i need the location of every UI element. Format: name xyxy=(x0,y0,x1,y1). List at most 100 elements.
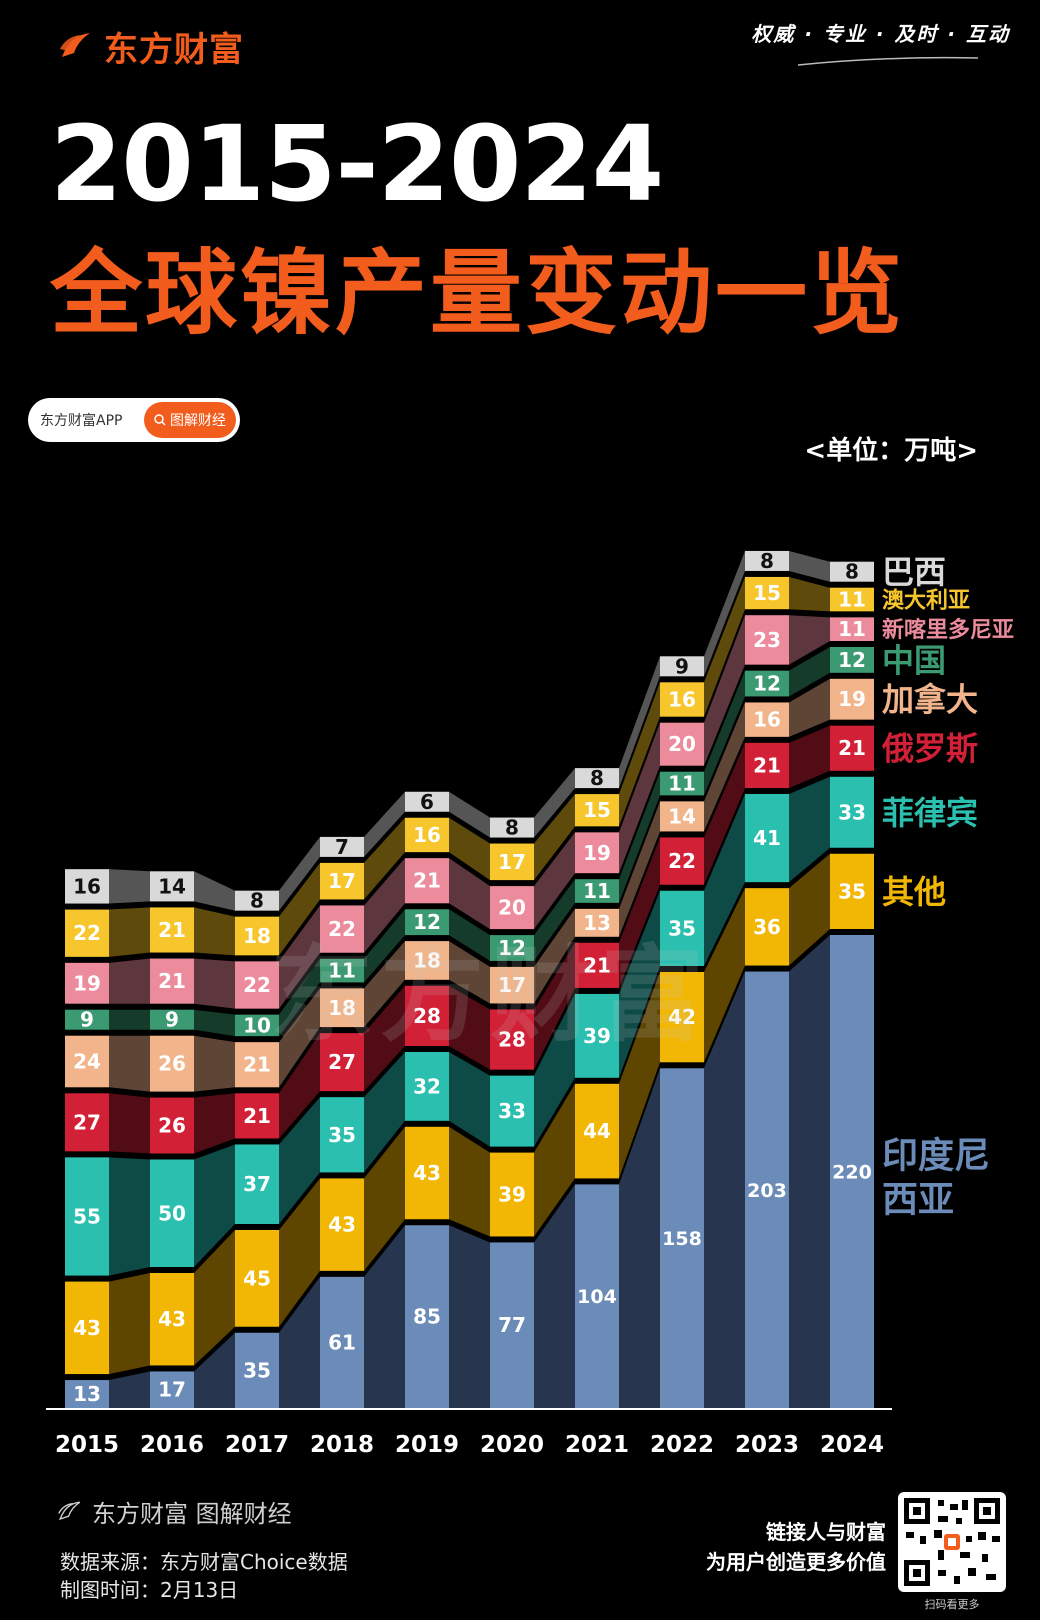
flow-band xyxy=(279,836,320,911)
data-label: 8 xyxy=(505,816,519,840)
data-label: 42 xyxy=(668,1005,696,1029)
flow-band xyxy=(704,615,745,766)
data-label: 9 xyxy=(165,1008,179,1032)
bar-segment xyxy=(150,1035,194,1092)
flow-band xyxy=(364,858,405,953)
x-tick-label: 2023 xyxy=(735,1432,799,1458)
flow-band xyxy=(449,1052,490,1147)
data-label: 158 xyxy=(662,1228,702,1250)
bar-segment xyxy=(65,1380,109,1408)
flow-band xyxy=(449,909,490,961)
bar-segment xyxy=(660,1068,704,1408)
data-label: 13 xyxy=(73,1382,101,1406)
pill-search-label: 图解财经 xyxy=(170,413,226,429)
data-label: 21 xyxy=(753,753,781,777)
flow-band xyxy=(449,941,490,1004)
data-label: 39 xyxy=(583,1024,611,1048)
data-label: 36 xyxy=(753,915,781,939)
bar-segment xyxy=(830,678,874,720)
bar-segment xyxy=(575,1083,619,1179)
bar-segment xyxy=(660,890,704,966)
bar-segment xyxy=(65,1009,109,1030)
data-label: 85 xyxy=(413,1305,441,1329)
bar-segment xyxy=(320,836,364,857)
bar-segment xyxy=(490,1075,534,1147)
data-label: 8 xyxy=(845,560,859,584)
flow-band xyxy=(194,1144,235,1267)
flow-band xyxy=(279,1097,320,1224)
bar-segment xyxy=(830,617,874,641)
bar-segment xyxy=(830,853,874,929)
flow-band xyxy=(534,908,575,1004)
legend-label: 俄罗斯 xyxy=(881,730,978,768)
pill-search-button[interactable]: 图解财经 xyxy=(144,402,236,438)
flow-band xyxy=(364,985,405,1092)
flow-band xyxy=(449,791,490,838)
flow-band xyxy=(619,801,660,937)
slogan: 权威 · 专业 · 及时 · 互动 xyxy=(751,22,1010,46)
flow-band xyxy=(449,985,490,1070)
data-label: 21 xyxy=(413,869,441,893)
bar-segment xyxy=(235,961,279,1009)
legend-label: 澳大利亚 xyxy=(882,587,970,613)
data-label: 77 xyxy=(498,1313,526,1337)
bar-segment xyxy=(575,1184,619,1408)
search-icon xyxy=(154,414,166,426)
legend-label: 其他 xyxy=(882,873,946,911)
flow-band xyxy=(109,1093,150,1154)
x-tick-label: 2019 xyxy=(395,1432,459,1458)
flow-band xyxy=(619,890,660,1078)
bar-segment xyxy=(490,886,534,930)
flow-band xyxy=(789,615,830,665)
data-label: 22 xyxy=(73,921,101,945)
flow-band xyxy=(619,771,660,903)
flow-band xyxy=(534,768,575,838)
data-label: 21 xyxy=(243,1053,271,1077)
bar-segment xyxy=(65,1093,109,1152)
data-label: 104 xyxy=(577,1286,617,1308)
footer-brand-label: 东方财富 图解财经 xyxy=(92,1500,292,1528)
flow-band xyxy=(364,909,405,983)
flow-band xyxy=(194,1009,235,1037)
bar-segment xyxy=(660,722,704,766)
data-label: 19 xyxy=(583,841,611,865)
flow-band xyxy=(279,1276,320,1408)
bar-segment xyxy=(575,908,619,937)
data-label: 43 xyxy=(158,1307,186,1331)
qr-code-icon[interactable] xyxy=(898,1492,1006,1592)
bar-segment xyxy=(575,879,619,903)
flow-band xyxy=(619,682,660,827)
bar-segment xyxy=(320,958,364,983)
flow-band xyxy=(364,817,405,900)
flow-band xyxy=(704,794,745,966)
flow-band xyxy=(109,907,150,957)
data-label: 33 xyxy=(498,1099,526,1123)
flow-band xyxy=(194,1035,235,1092)
data-label: 23 xyxy=(753,628,781,652)
legend-label: 巴西 xyxy=(882,553,946,591)
bar-segment xyxy=(235,1014,279,1037)
bar-segment xyxy=(830,935,874,1408)
bar-segment xyxy=(490,817,534,838)
bar-segment xyxy=(490,935,534,961)
flow-band xyxy=(789,853,830,966)
flow-band xyxy=(619,972,660,1179)
flow-band xyxy=(279,905,320,1009)
bar-segment xyxy=(830,647,874,673)
flow-band xyxy=(789,935,830,1408)
data-label: 11 xyxy=(328,959,356,983)
footer-slogan-1: 链接人与财富 xyxy=(766,1520,886,1544)
flow-band xyxy=(534,1184,575,1408)
bar-segment xyxy=(405,817,449,853)
bar-segment xyxy=(235,916,279,956)
data-label: 28 xyxy=(413,1004,441,1028)
app-pill[interactable]: 东方财富APP 图解财经 xyxy=(28,398,240,442)
flow-band xyxy=(109,1157,150,1276)
data-label: 16 xyxy=(668,688,696,712)
data-label: 8 xyxy=(250,889,264,913)
data-label: 27 xyxy=(73,1110,101,1134)
bar-segment xyxy=(150,1097,194,1154)
footer-logo-icon xyxy=(58,1501,81,1520)
flow-band xyxy=(279,1033,320,1139)
data-label: 55 xyxy=(73,1204,101,1228)
